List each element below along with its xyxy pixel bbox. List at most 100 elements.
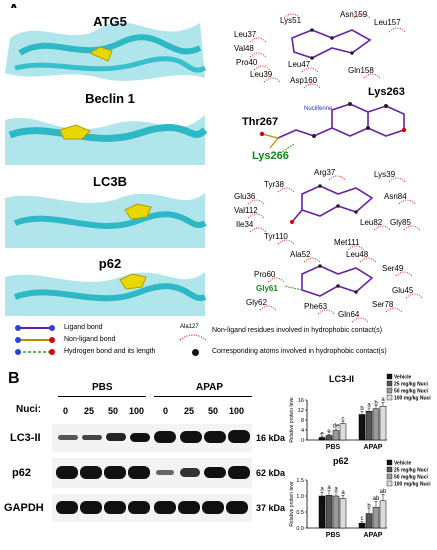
p62-structure: p62 [0,252,210,332]
legend-ligand-bond: Ligand bond [64,324,103,331]
y-tick-label: 1.0 [296,494,304,500]
significance-letter: b [360,406,364,412]
hydrophobic-arc [249,52,267,58]
protein-label-lc3b: LC3B [93,174,127,189]
hydrophobic-arc [351,317,369,323]
ligplot-lc3b: Arg37 Lys39 Tyr38 Asn84 Glu36 Val112 Leu… [222,166,434,247]
ligplot-residue: Met111 [334,238,360,247]
lane-label: 25 [84,406,95,416]
ligplot-residue: Pro60 [254,270,276,279]
ligplot-residue: Asn84 [384,192,407,201]
significance-letter: a [367,403,371,409]
ligplot-residue: Lys39 [374,170,396,179]
y-tick-label: 1.5 [296,478,304,484]
bar [379,406,387,441]
ligplot-residue: Val48 [234,44,254,53]
legend-label: 100 mg/kg Nuci [394,396,431,402]
lane-label: 50 [208,406,219,416]
y-tick-label: 0 [301,438,304,444]
ligplot-residue: Gln158 [348,66,374,75]
bar [325,435,333,441]
hydrophobic-arc [247,199,265,205]
ligplot-residue: Gln64 [338,310,360,319]
hydrophobic-arc [277,239,295,245]
legend-swatch [386,466,393,473]
ligplot-residue: Lys266 [252,150,289,162]
y-tick-label: 16 [298,398,304,404]
hydrophobic-arc [373,225,391,231]
lane-label: 50 [108,406,119,416]
bar [365,411,373,441]
ligplot-residue: Leu157 [374,18,401,27]
hydrophobic-arc [328,175,346,181]
beclin1-structure: Beclin 1 [0,85,210,165]
hydrophobic-arc [359,257,377,263]
group-line-pbs [58,396,146,397]
significance-letter: a [341,490,345,496]
ligplot-residue: Leu48 [346,250,369,259]
blot-kda-gapdh: 37 kDa [256,503,286,513]
x-tick-label: APAP [364,532,383,539]
ligplot-residue: Tyr110 [264,232,288,241]
legend-hbond: Hydrogen bond and its length [64,348,156,355]
bar [332,495,340,529]
ligplot-residue: Leu37 [234,30,257,39]
bar [332,430,340,441]
y-tick-label: 8 [301,418,304,424]
ligplot-residue: Gly61 [256,284,278,293]
ligplot-residue: Ser49 [382,264,404,273]
hydrophobic-arc [277,187,295,193]
significance-letter: ab [373,496,380,502]
bar [339,423,347,441]
legend-label: 50 mg/kg Nuci [394,475,429,481]
lane-label: 100 [129,406,145,416]
legend-label: Vehicle [394,461,411,467]
bar [372,506,380,529]
lane-label: 25 [184,406,195,416]
x-tick-label: APAP [364,444,383,451]
hydrophobic-arc [353,13,371,19]
legend-swatch [386,480,393,487]
hydrophobic-arc [385,307,403,313]
panel-b-letter: B [8,370,20,387]
ligplot-p62: Ala52 Leu48 Ser49 Pro60 Gly61 Glu45 Gly6… [222,250,434,330]
group-line-apap [154,396,252,397]
ligplot-residue: Thr267 [242,116,279,128]
protein-label-atg5: ATG5 [93,14,127,29]
atom-dot-icon [192,349,199,356]
ligplot-residue: Glu45 [392,286,414,295]
hydrophobic-arc [303,257,321,263]
legend-hydrophobic-example: Ala127 [180,324,199,330]
bar [339,498,347,529]
significance-letter: a [334,486,338,492]
hydrophobic-arc [283,13,301,19]
legend-atoms: Corresponding atoms involved in hydropho… [212,348,387,355]
hydrophobic-arc [317,309,335,315]
bar [358,414,366,441]
ligplot-legend: Ligand bond Non-ligand bond Hydrogen bon… [0,322,437,362]
ligplot-residue: Tyr38 [264,180,285,189]
bar [318,437,326,441]
ligplot-residue: Leu82 [360,218,383,227]
legend-label: 100 mg/kg Nuci [394,482,431,488]
hydrophobic-arcs [259,257,423,323]
blot-gapdh [52,494,252,522]
legend-swatch [386,394,393,401]
significance-letter: e [320,431,324,437]
blot-label-lc3: LC3-II [10,432,41,444]
significance-letter: e [327,429,331,435]
legend-swatch [386,373,393,380]
blot-lc3 [52,424,252,452]
bar [379,500,387,529]
ligplot-residue: Pro40 [236,58,258,67]
bar [372,408,380,441]
x-tick-label: PBS [326,444,341,451]
ligplot-residue: Ile34 [236,220,254,229]
significance-letter: b [374,400,378,406]
hydrophobic-arc [249,37,267,43]
hydrophobic-arc [249,227,267,233]
significance-letter: a [320,487,324,493]
ligplot-residue: Leu39 [250,70,273,79]
ligplot-residue: Asn159 [340,10,368,19]
